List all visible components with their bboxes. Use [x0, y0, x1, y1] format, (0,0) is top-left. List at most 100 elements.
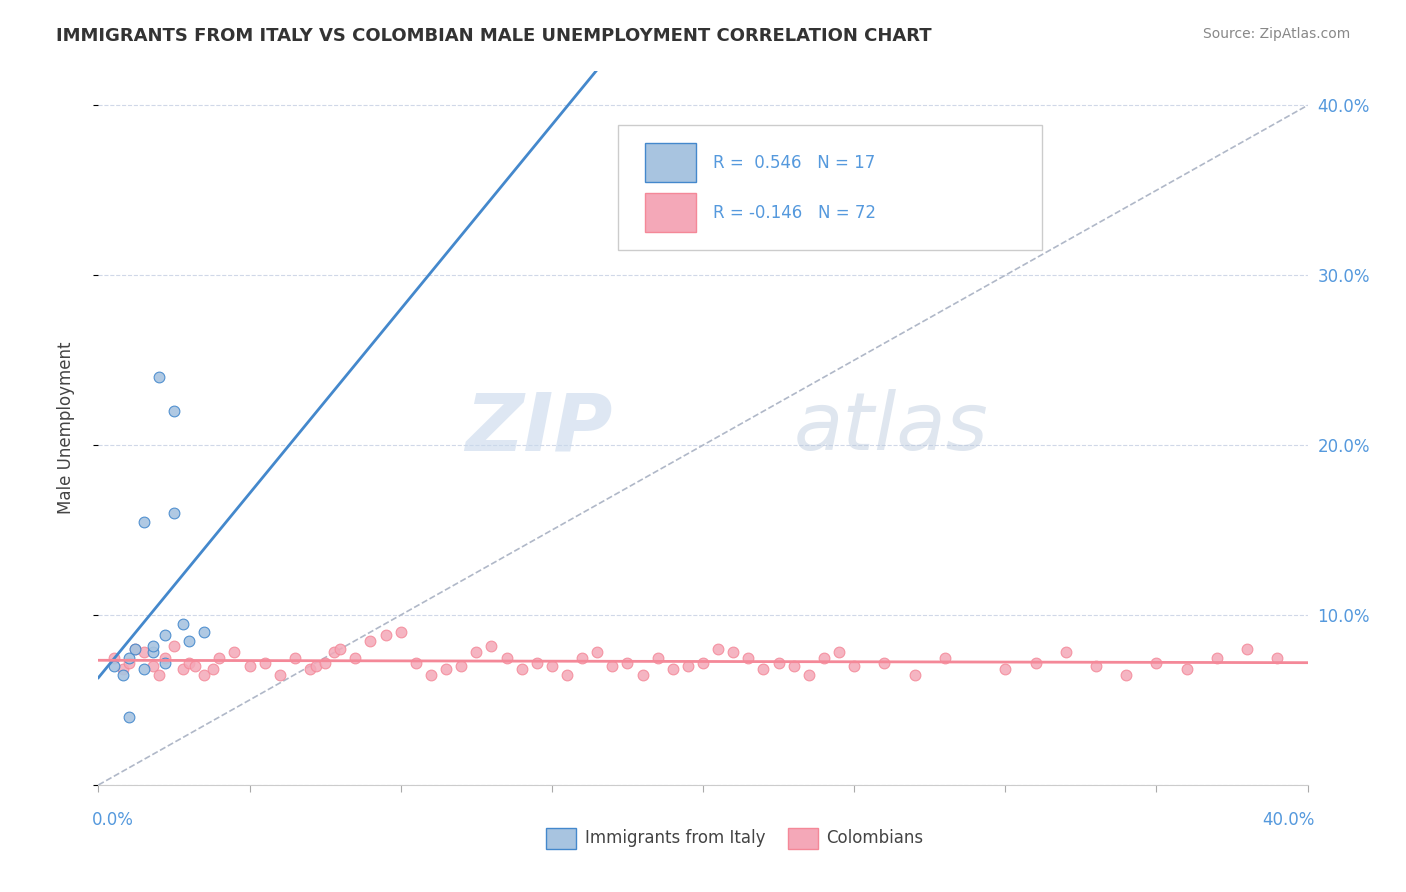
Point	[184, 659, 207, 673]
Point	[344, 650, 367, 665]
Point	[202, 662, 225, 676]
Point	[723, 645, 745, 659]
FancyBboxPatch shape	[787, 828, 818, 849]
Point	[103, 659, 125, 673]
Point	[153, 628, 176, 642]
Point	[828, 645, 851, 659]
Point	[1175, 662, 1198, 676]
Point	[193, 667, 215, 681]
Point	[111, 667, 134, 681]
Point	[813, 650, 835, 665]
FancyBboxPatch shape	[645, 193, 696, 232]
Point	[555, 667, 578, 681]
Point	[299, 662, 322, 676]
Point	[103, 650, 125, 665]
Point	[661, 662, 683, 676]
Point	[571, 650, 593, 665]
Point	[783, 659, 806, 673]
Point	[526, 656, 548, 670]
Text: Source: ZipAtlas.com: Source: ZipAtlas.com	[1202, 27, 1350, 41]
Point	[314, 656, 336, 670]
Point	[1054, 645, 1077, 659]
Point	[193, 625, 215, 640]
Point	[540, 659, 562, 673]
Point	[224, 645, 246, 659]
Text: R =  0.546   N = 17: R = 0.546 N = 17	[713, 153, 875, 171]
Point	[163, 639, 186, 653]
Point	[631, 667, 654, 681]
FancyBboxPatch shape	[619, 125, 1042, 250]
Point	[450, 659, 472, 673]
Point	[163, 506, 186, 520]
Point	[329, 642, 352, 657]
Point	[163, 404, 186, 418]
Point	[1024, 656, 1046, 670]
Point	[1206, 650, 1229, 665]
Point	[153, 650, 176, 665]
Text: atlas: atlas	[793, 389, 988, 467]
Point	[692, 656, 714, 670]
Point	[132, 515, 155, 529]
Point	[1085, 659, 1108, 673]
Point	[1115, 667, 1137, 681]
Point	[465, 645, 488, 659]
Point	[239, 659, 262, 673]
FancyBboxPatch shape	[546, 828, 576, 849]
Point	[602, 659, 624, 673]
Point	[904, 667, 927, 681]
Point	[118, 650, 141, 665]
Text: ZIP: ZIP	[465, 389, 613, 467]
Point	[148, 370, 170, 384]
Point	[132, 645, 155, 659]
Point	[179, 656, 201, 670]
Point	[208, 650, 231, 665]
Point	[495, 650, 517, 665]
Point	[111, 662, 134, 676]
Point	[118, 656, 141, 670]
Point	[172, 616, 194, 631]
Point	[360, 633, 382, 648]
Point	[374, 628, 396, 642]
Point	[434, 662, 457, 676]
Text: R = -0.146   N = 72: R = -0.146 N = 72	[713, 203, 876, 221]
Point	[153, 656, 176, 670]
Point	[269, 667, 291, 681]
Point	[172, 662, 194, 676]
Point	[934, 650, 956, 665]
Point	[481, 639, 503, 653]
Point	[1236, 642, 1258, 657]
Point	[305, 659, 328, 673]
Point	[616, 656, 638, 670]
Point	[420, 667, 443, 681]
Point	[752, 662, 775, 676]
Point	[132, 662, 155, 676]
Text: Colombians: Colombians	[827, 830, 924, 847]
Point	[142, 639, 165, 653]
Point	[676, 659, 699, 673]
Point	[148, 667, 170, 681]
Point	[124, 642, 146, 657]
Point	[737, 650, 759, 665]
Point	[768, 656, 790, 670]
Point	[142, 645, 165, 659]
Point	[253, 656, 276, 670]
Point	[179, 633, 201, 648]
Point	[994, 662, 1017, 676]
Point	[142, 659, 165, 673]
Point	[1144, 656, 1167, 670]
Point	[797, 667, 820, 681]
Point	[405, 656, 427, 670]
Text: 0.0%: 0.0%	[91, 811, 134, 829]
Point	[389, 625, 412, 640]
Text: IMMIGRANTS FROM ITALY VS COLOMBIAN MALE UNEMPLOYMENT CORRELATION CHART: IMMIGRANTS FROM ITALY VS COLOMBIAN MALE …	[56, 27, 932, 45]
Point	[586, 645, 609, 659]
Point	[707, 642, 730, 657]
Point	[1267, 650, 1289, 665]
Text: Immigrants from Italy: Immigrants from Italy	[585, 830, 765, 847]
FancyBboxPatch shape	[645, 143, 696, 182]
Point	[647, 650, 669, 665]
Point	[844, 659, 866, 673]
Point	[118, 710, 141, 724]
Point	[873, 656, 896, 670]
Point	[510, 662, 533, 676]
